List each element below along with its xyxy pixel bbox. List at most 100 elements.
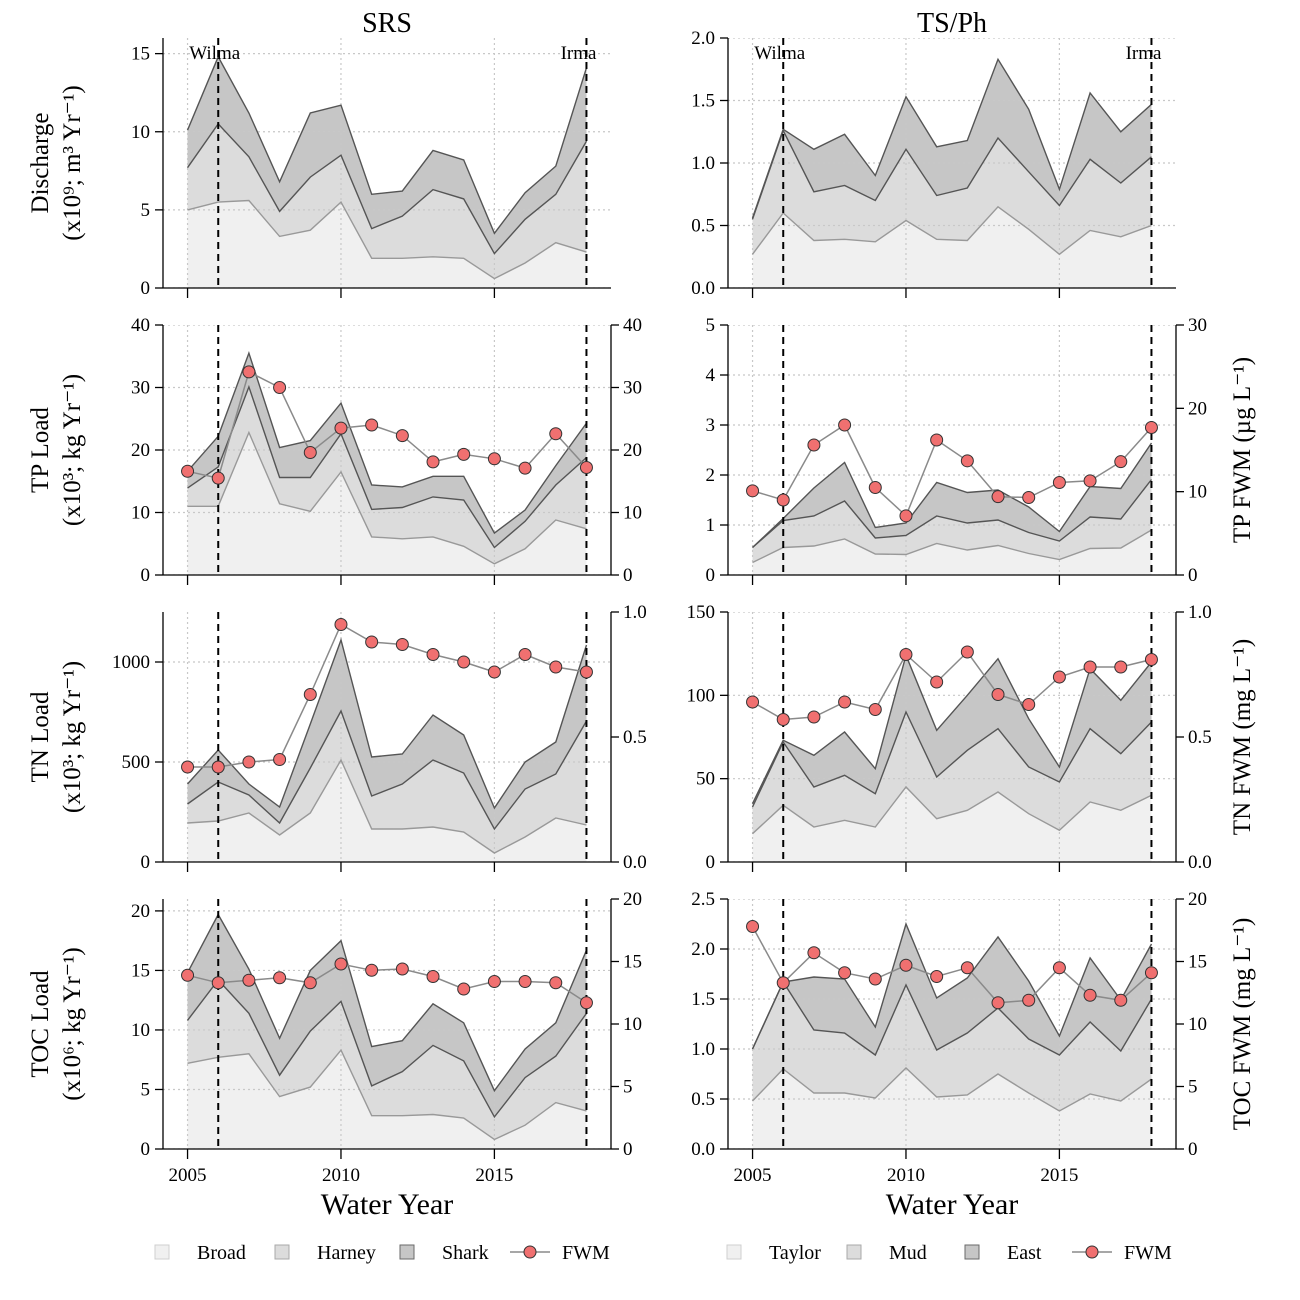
y-axis-unit: (x10³; kg Yr⁻¹) (59, 374, 86, 526)
left-tick-label: 20 (131, 901, 150, 922)
legend-swatch (154, 1244, 170, 1260)
stack-area-2 (187, 123, 587, 279)
fwm-point (868, 703, 882, 716)
left-tick-label: 20 (131, 440, 150, 461)
stack-line-3 (751, 921, 1153, 1050)
left-tick-label: 1 (706, 515, 716, 536)
fwm-point (1022, 698, 1036, 711)
plot-area (163, 325, 611, 575)
fwm-point (334, 421, 348, 435)
event-label-wilma: Wilma (189, 43, 241, 64)
legend-fwm-marker (523, 1245, 537, 1259)
stack-area-3 (752, 443, 1152, 548)
left-tick-label: 2.5 (691, 889, 715, 910)
stack-line-1 (187, 430, 587, 565)
right-tick-label: 15 (1188, 952, 1207, 973)
right-tick-label: 20 (623, 440, 642, 461)
fwm-point (1022, 993, 1036, 1007)
right-tick-label: 20 (623, 889, 642, 910)
fwm-point (776, 493, 790, 507)
y-axis-unit: (x10⁶; kg Yr⁻¹) (59, 947, 86, 1100)
stack-area-2 (187, 711, 587, 853)
stack-area-3 (752, 59, 1152, 220)
left-tick-label: 3 (706, 415, 716, 436)
plot-area (163, 612, 611, 862)
right-tick-label: 10 (1188, 1014, 1207, 1035)
right-axis-label: TOC FWM (mg L⁻¹) (1229, 918, 1256, 1131)
left-tick-label: 500 (122, 752, 151, 773)
fwm-point (518, 461, 532, 475)
fwm-point (1083, 988, 1097, 1002)
stack-line-1 (751, 1067, 1152, 1112)
event-label-irma: Irma (1126, 43, 1162, 64)
fwm-point (579, 461, 593, 474)
stack-line-3 (186, 55, 588, 235)
stack-area-1 (752, 787, 1152, 862)
legend-label: Mud (889, 1242, 927, 1264)
fwm-point (181, 760, 195, 774)
fwm-point (549, 660, 563, 674)
right-tick-label: 20 (1188, 398, 1207, 419)
legend-swatch (726, 1244, 742, 1260)
legend-label: East (1007, 1242, 1042, 1264)
left-tick-label: 150 (687, 602, 716, 623)
fwm-point (807, 946, 821, 960)
panel-7: 0 5 10 15 20 0.0 0.5 1.0 1.5 2.0 2.5 2005 2010 2015 TO… (691, 889, 1256, 1186)
event-label-irma: Irma (561, 43, 597, 64)
left-tick-label: 0 (141, 565, 151, 586)
left-tick-label: 5 (706, 315, 716, 336)
legend-label: Shark (442, 1242, 489, 1264)
right-tick-label: 0.0 (1188, 852, 1212, 873)
fwm-point (549, 976, 563, 990)
left-tick-label: 40 (131, 315, 150, 336)
fwm-point (838, 966, 852, 980)
fwm-point (273, 753, 287, 766)
fwm-point (1144, 421, 1158, 434)
fwm-point (746, 920, 760, 933)
left-tick-label: 0 (141, 1139, 151, 1160)
left-tick-label: 0.5 (691, 1089, 715, 1110)
legend-swatch (274, 1244, 290, 1260)
stack-line-2 (187, 384, 587, 549)
stack-area-2 (187, 980, 587, 1140)
right-tick-label: 40 (623, 315, 642, 336)
plot-area (728, 325, 1176, 575)
stack-line-2 (751, 710, 1153, 808)
fwm-point (1114, 660, 1128, 674)
fwm-point (579, 996, 593, 1010)
left-tick-label: 10 (131, 1020, 150, 1041)
y-axis-unit: (x10³; kg Yr⁻¹) (59, 661, 86, 813)
fwm-point (242, 973, 256, 987)
legend-label: FWM (1124, 1242, 1172, 1264)
x-tick-label: 2005 (734, 1165, 772, 1186)
fwm-point (303, 446, 317, 459)
panel-2: 0 10 20 30 40 0 10 20 30 40 TP Load (x10³; kg Yr⁻¹) (27, 315, 642, 586)
left-tick-label: 0.5 (691, 216, 715, 237)
stack-line-2 (751, 980, 1153, 1057)
plot-area (728, 612, 1176, 862)
left-tick-label: 5 (141, 1079, 151, 1100)
panel-3: 0 10 20 30 0 1 2 3 4 5 TP FWM (µg L⁻¹) (706, 315, 1257, 586)
fwm-point (518, 648, 532, 661)
fwm-point (960, 961, 974, 975)
left-tick-label: 0.0 (691, 1139, 715, 1160)
fwm-point (1052, 961, 1066, 975)
stack-area-3 (187, 914, 587, 1117)
legend-swatch (964, 1244, 980, 1260)
fwm-point (899, 648, 913, 661)
fwm-point (487, 452, 501, 466)
fwm-point (1114, 993, 1128, 1007)
fwm-point (1114, 455, 1128, 469)
fwm-point (211, 976, 225, 990)
x-axis-title-tsph: Water Year (886, 1188, 1019, 1221)
x-tick-label: 2010 (322, 1165, 360, 1186)
fwm-point (579, 665, 593, 679)
plot-area (163, 38, 611, 288)
fwm-point (426, 648, 440, 661)
plot-area (163, 899, 611, 1149)
panel-4: 0.0 0.5 1.0 0 500 1000 TN Load (x10³; kg Yr⁻¹) (27, 602, 647, 873)
left-tick-label: 0 (141, 278, 151, 299)
fwm-point (1144, 653, 1158, 666)
fwm-point (457, 982, 471, 996)
